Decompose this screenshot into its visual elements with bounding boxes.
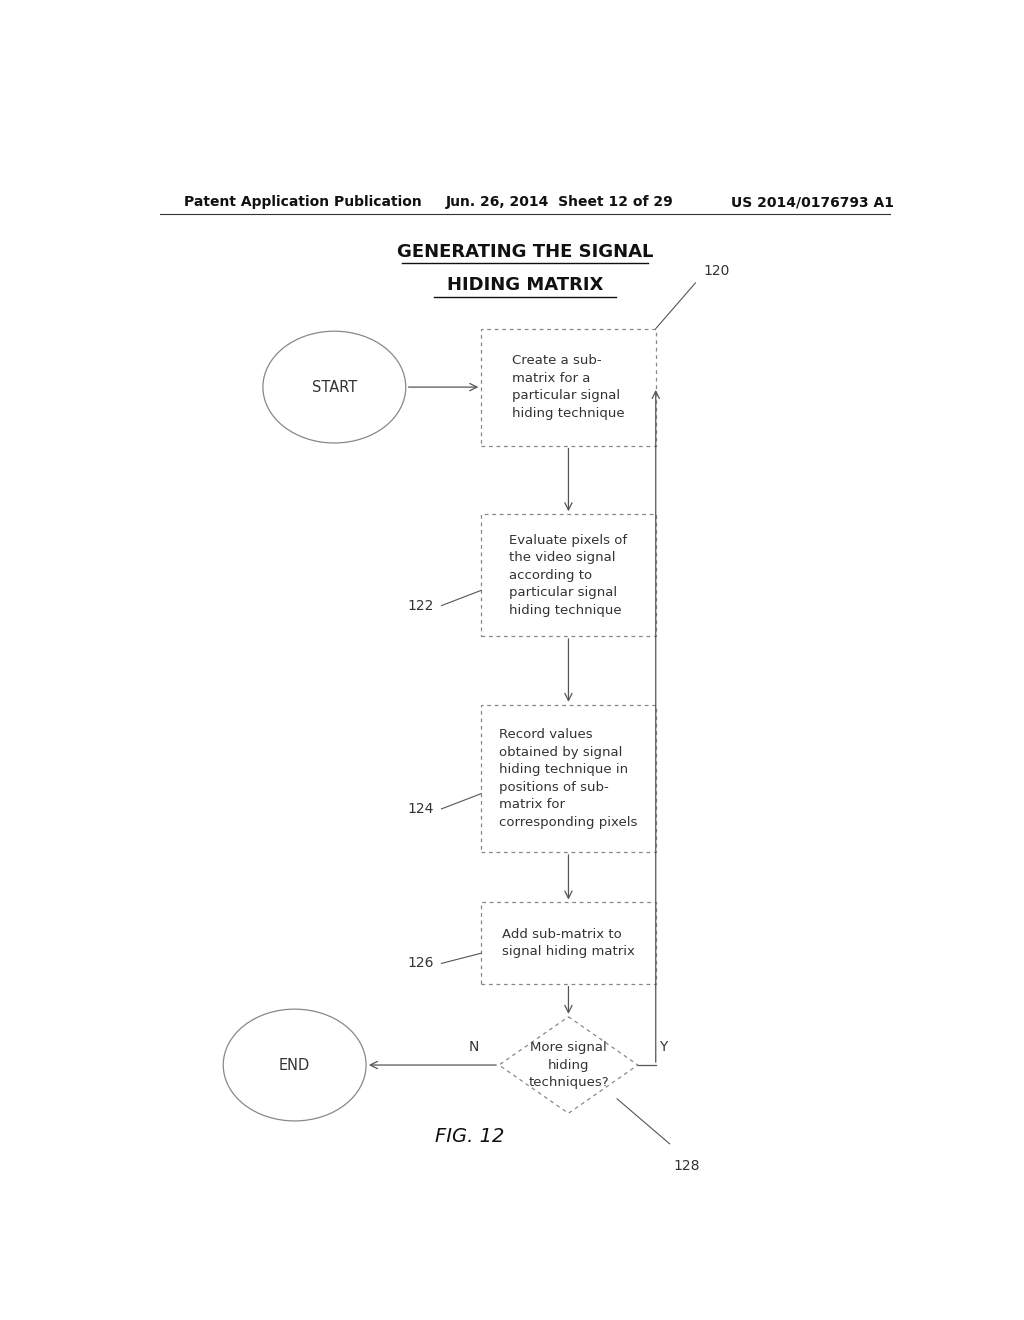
Text: 128: 128 [674,1159,700,1173]
Text: Evaluate pixels of
the video signal
according to
particular signal
hiding techni: Evaluate pixels of the video signal acco… [509,533,628,616]
Text: Record values
obtained by signal
hiding technique in
positions of sub-
matrix fo: Record values obtained by signal hiding … [500,729,638,829]
Text: Jun. 26, 2014  Sheet 12 of 29: Jun. 26, 2014 Sheet 12 of 29 [445,195,673,209]
Text: More signal
hiding
techniques?: More signal hiding techniques? [528,1041,608,1089]
Bar [481,903,655,983]
Text: GENERATING THE SIGNAL: GENERATING THE SIGNAL [396,243,653,261]
Text: Y: Y [659,1040,668,1053]
Text: HIDING MATRIX: HIDING MATRIX [446,276,603,294]
Text: Create a sub-
matrix for a
particular signal
hiding technique: Create a sub- matrix for a particular si… [512,354,625,420]
Text: 122: 122 [408,598,433,612]
Text: START: START [311,380,357,395]
Text: Add sub-matrix to
signal hiding matrix: Add sub-matrix to signal hiding matrix [502,928,635,958]
Ellipse shape [223,1008,367,1121]
Bar [481,329,655,446]
Bar [481,705,655,853]
Text: 120: 120 [703,264,730,277]
Bar [481,513,655,636]
Ellipse shape [263,331,406,444]
Text: FIG. 12: FIG. 12 [434,1127,504,1146]
Text: 126: 126 [407,957,433,970]
Text: US 2014/0176793 A1: US 2014/0176793 A1 [731,195,894,209]
Text: N: N [468,1040,479,1053]
Text: END: END [279,1057,310,1073]
Text: 124: 124 [408,801,433,816]
Text: Patent Application Publication: Patent Application Publication [183,195,421,209]
